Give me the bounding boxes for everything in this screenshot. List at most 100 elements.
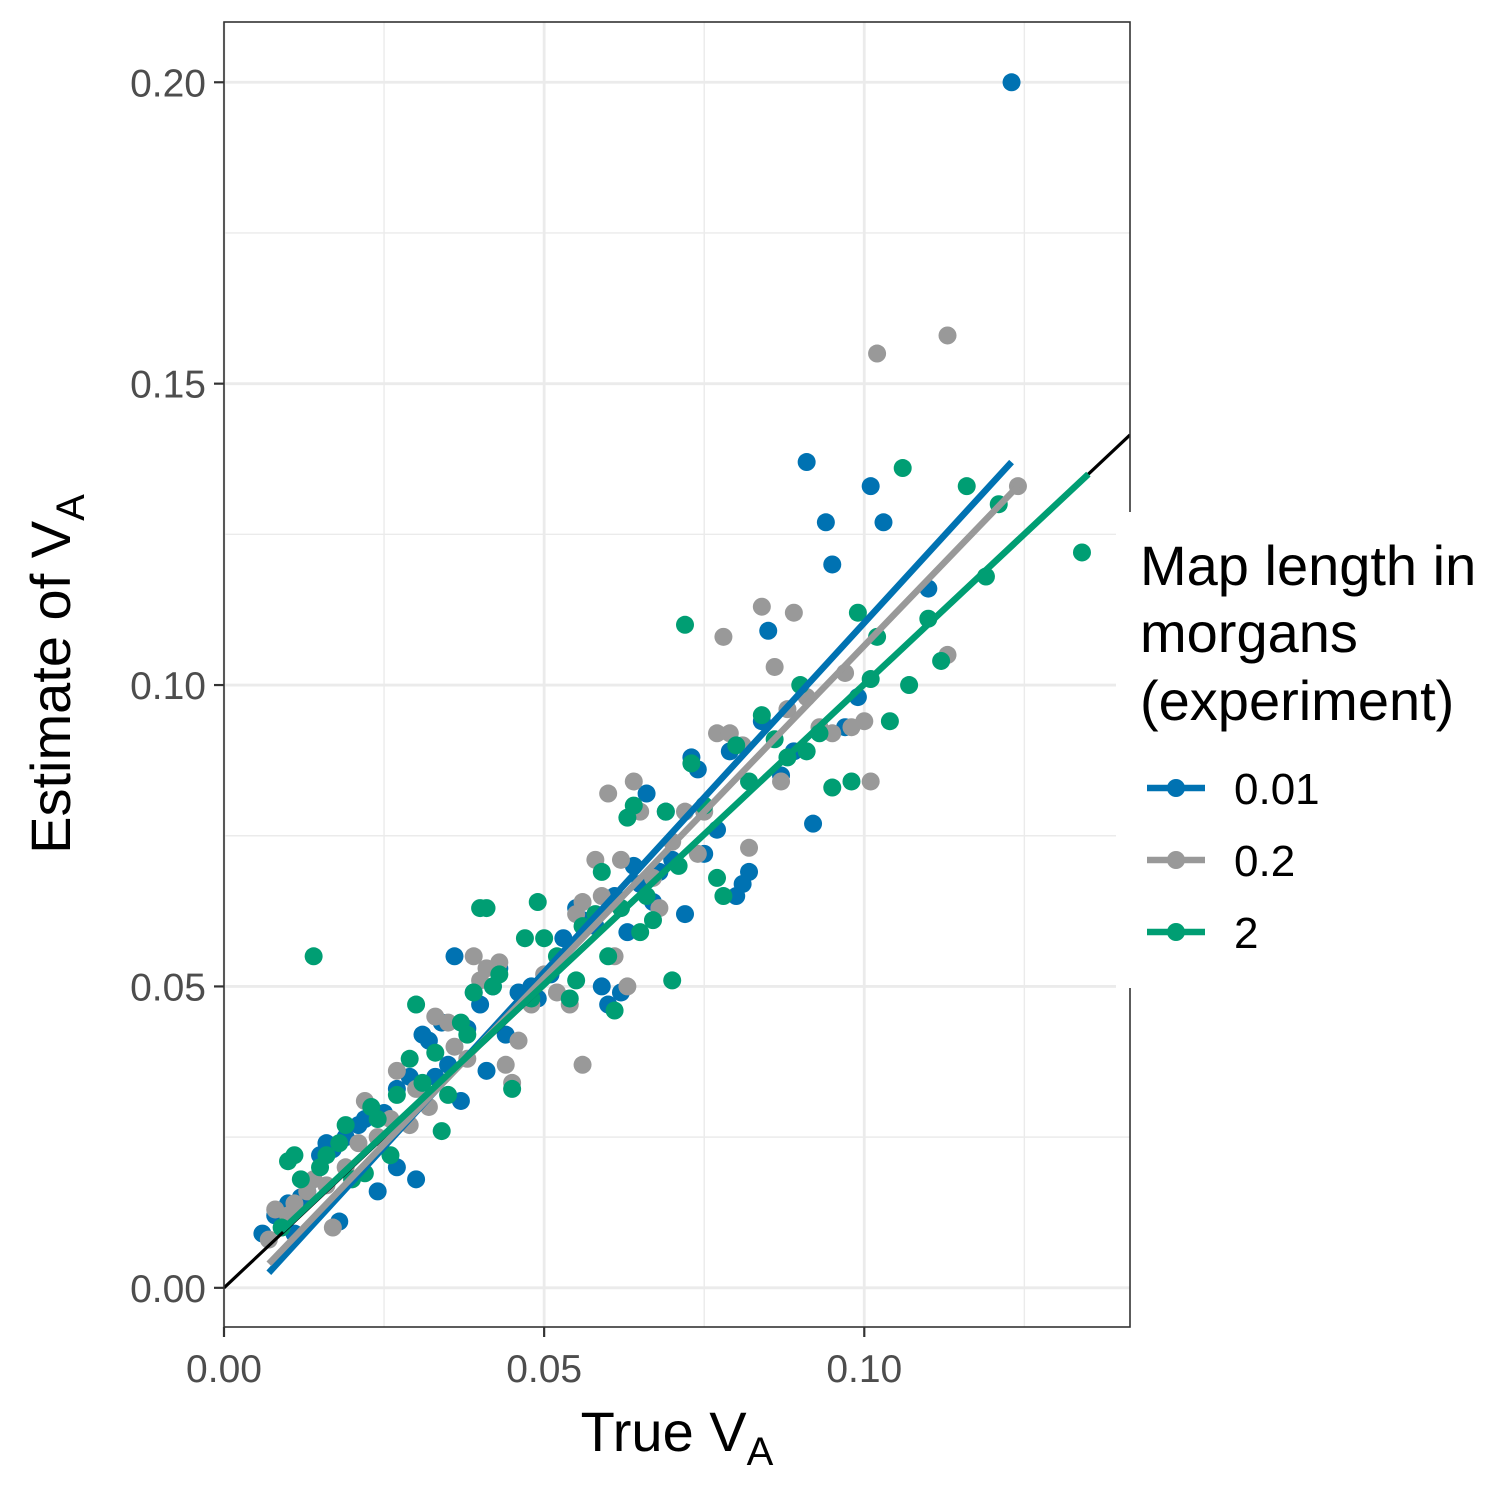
data-point	[509, 1031, 528, 1050]
data-point	[535, 929, 554, 948]
data-point	[842, 772, 861, 791]
y-axis-title-subscript: A	[49, 494, 93, 521]
data-point	[823, 724, 842, 743]
y-axis-title-main: Estimate of V	[19, 520, 82, 854]
data-point	[855, 712, 874, 731]
y-tick-label: 0.10	[130, 665, 206, 708]
data-point	[285, 1146, 304, 1165]
data-point	[413, 1073, 432, 1092]
data-point	[740, 838, 759, 857]
data-point	[599, 947, 618, 966]
data-point	[861, 772, 880, 791]
legend-title-line-2: morgans	[1140, 601, 1358, 664]
data-point	[688, 844, 707, 863]
x-axis-title-main: True V	[581, 1400, 748, 1463]
data-point	[349, 1134, 368, 1153]
data-point	[727, 736, 746, 755]
legend-entry-0.2: 0.2	[1147, 837, 1295, 886]
y-axis-title: Estimate of VA	[19, 494, 93, 854]
data-point	[900, 676, 919, 695]
data-point	[592, 862, 611, 881]
data-point	[387, 1085, 406, 1104]
data-point	[592, 977, 611, 996]
data-point	[676, 905, 695, 924]
data-point	[816, 513, 835, 532]
data-point	[291, 1170, 310, 1189]
data-point	[772, 772, 791, 791]
legend-label: 0.2	[1234, 837, 1295, 886]
data-point	[464, 983, 483, 1002]
data-point	[285, 1194, 304, 1213]
y-tick-label: 0.20	[130, 62, 206, 105]
data-point	[259, 1230, 278, 1249]
x-tick-label: 0.10	[826, 1348, 902, 1391]
y-tick-label: 0.00	[130, 1268, 206, 1311]
data-point	[317, 1146, 336, 1165]
data-point	[515, 929, 534, 948]
data-point	[765, 657, 784, 676]
legend-entry-2: 2	[1147, 909, 1258, 958]
data-point	[880, 712, 899, 731]
legend-label: 0.01	[1234, 765, 1320, 814]
data-point	[759, 621, 778, 640]
data-point	[682, 754, 701, 773]
data-point	[957, 477, 976, 496]
data-point	[637, 784, 656, 803]
data-point	[407, 1170, 426, 1189]
legend-entries: 0.01 0.2 2	[1147, 765, 1320, 958]
data-point	[784, 603, 803, 622]
data-point	[368, 1182, 387, 1201]
legend-key-point	[1167, 923, 1185, 941]
data-point	[599, 784, 618, 803]
data-point	[752, 706, 771, 725]
data-point	[573, 893, 592, 912]
data-point	[656, 802, 675, 821]
data-point	[381, 1146, 400, 1165]
legend-entry-0.01: 0.01	[1147, 765, 1320, 814]
data-point	[823, 555, 842, 574]
fit-line-0.2	[266, 483, 1021, 1266]
data-point	[304, 947, 323, 966]
data-point	[605, 1001, 624, 1020]
data-point	[624, 796, 643, 815]
legend: Map length in morgans (experiment) 0.010…	[1116, 512, 1500, 988]
data-point	[663, 971, 682, 990]
data-point	[439, 1085, 458, 1104]
legend-background	[1116, 512, 1500, 988]
data-point	[740, 862, 759, 881]
plot-area	[224, 73, 1130, 1289]
data-point	[618, 923, 637, 942]
data-point	[752, 597, 771, 616]
data-point	[708, 724, 727, 743]
data-point	[932, 651, 951, 670]
data-point	[708, 868, 727, 887]
data-point	[477, 1061, 496, 1080]
data-point	[861, 477, 880, 496]
data-point	[368, 1110, 387, 1129]
data-point	[528, 893, 547, 912]
data-point	[618, 977, 637, 996]
x-axis-title-subscript: A	[747, 1430, 774, 1474]
x-axis: 0.00 0.05 0.10	[186, 1327, 902, 1391]
fit-line-2	[279, 471, 1091, 1233]
data-point	[643, 911, 662, 930]
data-point	[407, 995, 426, 1014]
data-point	[560, 989, 579, 1008]
data-point	[426, 1043, 445, 1062]
data-point	[893, 459, 912, 478]
data-point	[432, 1122, 451, 1141]
data-point	[611, 850, 630, 869]
legend-title-line-1: Map length in	[1140, 534, 1476, 597]
data-point	[573, 1055, 592, 1074]
legend-title-line-3: (experiment)	[1140, 669, 1454, 732]
data-point	[1072, 543, 1091, 562]
data-point	[477, 899, 496, 918]
data-point	[439, 1013, 458, 1032]
data-point	[631, 923, 650, 942]
legend-key-point	[1167, 779, 1185, 797]
data-point	[848, 603, 867, 622]
data-point	[490, 965, 509, 984]
data-point	[676, 615, 695, 634]
data-point	[323, 1218, 342, 1237]
